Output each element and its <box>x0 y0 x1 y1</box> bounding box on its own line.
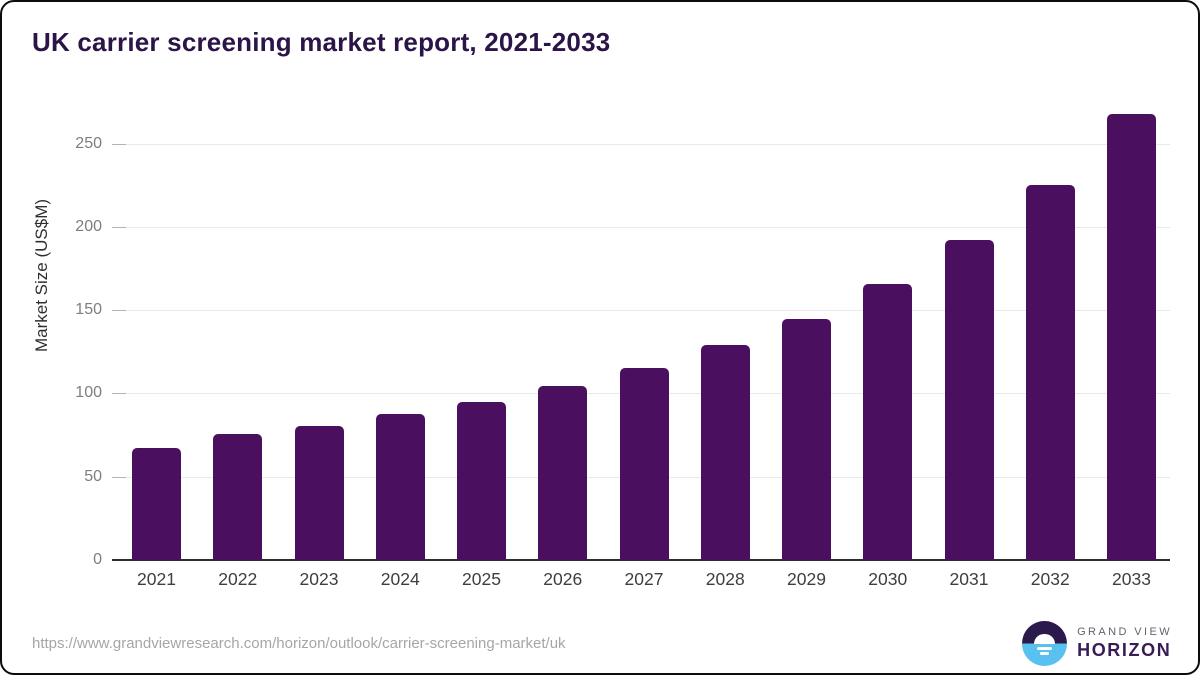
bar-2025[interactable] <box>457 401 506 560</box>
bar-2026[interactable] <box>538 385 588 560</box>
brand-logo: GRAND VIEW HORIZON <box>1022 621 1172 666</box>
bar-2028[interactable] <box>700 345 750 560</box>
bar-2030[interactable] <box>863 283 913 560</box>
y-tick-label: 150 <box>75 301 102 319</box>
bar-2022[interactable] <box>213 434 263 560</box>
x-tick-label-2025: 2025 <box>462 569 501 589</box>
y-tick-label: 200 <box>75 217 102 235</box>
bar-2021[interactable] <box>132 447 181 560</box>
y-tick-label: 100 <box>75 384 102 402</box>
y-tick-mark <box>112 310 126 312</box>
chart-title: UK carrier screening market report, 2021… <box>32 27 611 57</box>
x-tick-label-2028: 2028 <box>705 569 745 589</box>
bar-2024[interactable] <box>375 414 425 560</box>
x-tick-label-2029: 2029 <box>787 569 826 589</box>
x-tick-label-2032: 2032 <box>1030 569 1070 589</box>
plot-area <box>112 102 1170 561</box>
y-tick-mark <box>112 476 126 478</box>
y-tick-mark <box>112 143 126 145</box>
gridline <box>112 143 1170 145</box>
brand-wordmark: GRAND VIEW HORIZON <box>1077 626 1172 661</box>
y-tick-label: 0 <box>93 551 102 568</box>
x-tick-label-2024: 2024 <box>380 569 420 589</box>
y-tick-mark <box>112 226 126 228</box>
brand-name-top: GRAND VIEW <box>1077 626 1172 638</box>
x-tick-label-2027: 2027 <box>624 569 664 589</box>
x-tick-label-2026: 2026 <box>543 569 583 589</box>
bar-2033[interactable] <box>1107 113 1156 560</box>
bar-2032[interactable] <box>1025 185 1075 560</box>
gridline <box>112 226 1170 228</box>
x-tick-label-2022: 2022 <box>218 569 258 589</box>
bar-2031[interactable] <box>944 240 994 560</box>
x-tick-label-2030: 2030 <box>868 569 908 589</box>
bar-2027[interactable] <box>619 368 669 560</box>
y-tick-mark <box>112 393 126 395</box>
bar-2029[interactable] <box>782 318 831 560</box>
bar-2023[interactable] <box>294 425 344 560</box>
y-tick-label: 250 <box>75 134 102 152</box>
source-url[interactable]: https://www.grandviewresearch.com/horizo… <box>32 635 566 652</box>
y-tick-label: 50 <box>84 467 102 485</box>
x-tick-label-2023: 2023 <box>299 569 339 589</box>
brand-name-bottom: HORIZON <box>1077 640 1172 660</box>
x-tick-label-2021: 2021 <box>137 569 176 589</box>
x-axis-line <box>112 559 1170 561</box>
x-tick-label-2031: 2031 <box>949 569 989 589</box>
x-tick-label-2033: 2033 <box>1112 569 1151 589</box>
gridline <box>112 310 1170 312</box>
horizon-sunrise-icon <box>1022 621 1068 666</box>
